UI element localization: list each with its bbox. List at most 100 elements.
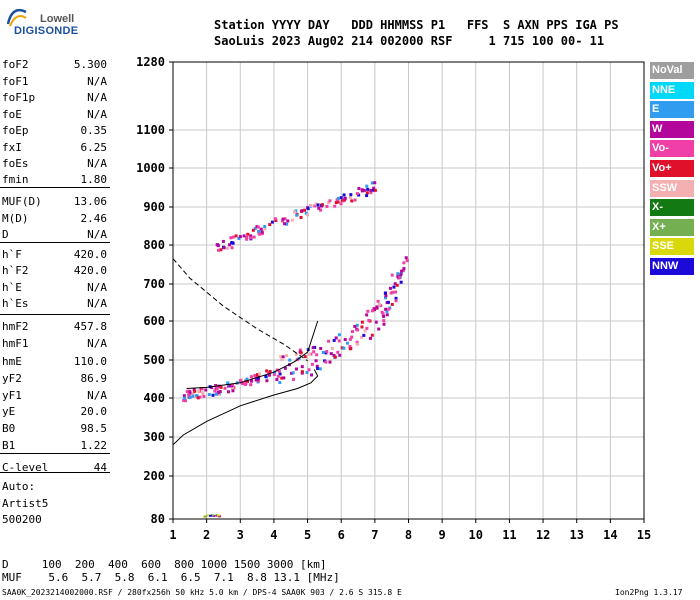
- echo-point: [371, 188, 375, 192]
- y-tick-label: 300: [143, 430, 165, 444]
- echo-point: [340, 199, 344, 203]
- echo-point: [360, 320, 364, 324]
- echo-point: [370, 333, 374, 337]
- echo-point: [256, 225, 260, 229]
- param-name: foF1p: [2, 91, 36, 104]
- echo-point: [250, 379, 254, 383]
- echo-point: [206, 514, 210, 517]
- echo-point: [291, 377, 295, 381]
- echo-point: [366, 187, 370, 191]
- echo-point: [201, 392, 205, 396]
- echo-point: [327, 201, 331, 205]
- echo-point: [270, 220, 274, 224]
- x-tick-label: 15: [637, 528, 651, 542]
- echo-point: [362, 188, 366, 192]
- echo-point: [299, 351, 303, 355]
- echo-point: [272, 372, 276, 376]
- x-tick-label: 7: [371, 528, 378, 542]
- legend-item: E: [650, 101, 694, 119]
- echo-point: [319, 208, 323, 212]
- echo-point: [397, 276, 401, 280]
- legend-item: SSW: [650, 179, 694, 197]
- echo-point: [242, 234, 246, 238]
- echo-point: [390, 302, 394, 306]
- echo-point: [204, 515, 208, 518]
- echo-point: [183, 399, 187, 403]
- echo-point: [279, 355, 283, 359]
- echo-point: [265, 379, 269, 383]
- echo-point: [348, 345, 352, 349]
- echo-point: [332, 353, 336, 357]
- echo-point: [231, 386, 235, 390]
- legend-item: NNW: [650, 258, 694, 275]
- echo-point: [185, 389, 189, 393]
- echo-point: [356, 342, 360, 346]
- echo-point: [300, 365, 304, 369]
- echo-point: [249, 375, 253, 379]
- echo-point: [391, 290, 395, 294]
- echo-point: [324, 360, 328, 364]
- param-value: 2.46: [80, 212, 108, 225]
- echo-point: [348, 347, 352, 351]
- echo-point: [328, 199, 332, 203]
- logo-lowell: Lowell: [40, 13, 75, 25]
- echo-point: [209, 514, 213, 517]
- echo-point: [401, 269, 405, 273]
- file-info: SAA0K_2023214002000.RSF / 280fx256h 50 k…: [2, 588, 402, 597]
- echo-point: [328, 360, 332, 364]
- x-tick-label: 2: [203, 528, 210, 542]
- echo-point: [252, 235, 256, 239]
- echo-point: [360, 189, 364, 193]
- param-name: yF1: [2, 389, 22, 402]
- echo-point: [357, 186, 361, 190]
- param-value: N/A: [87, 75, 107, 88]
- echo-point: [353, 324, 357, 328]
- echo-point: [268, 369, 272, 373]
- echo-point: [392, 285, 396, 289]
- echo-point: [314, 359, 318, 363]
- echo-point: [303, 355, 307, 359]
- echo-point: [273, 217, 277, 221]
- x-tick-label: 3: [237, 528, 244, 542]
- echo-point: [213, 389, 217, 393]
- echo-point: [217, 248, 221, 252]
- software-version: Ion2Png 1.3.17: [615, 588, 683, 597]
- param-value: N/A: [87, 91, 107, 104]
- echo-point: [286, 219, 290, 223]
- echo-point: [313, 345, 317, 349]
- echo-point: [370, 181, 374, 185]
- digisonde-logo-icon: [6, 8, 27, 27]
- echo-point: [387, 307, 391, 311]
- echo-point: [283, 222, 287, 226]
- echo-point: [382, 322, 386, 326]
- y-tick-label: 200: [143, 469, 165, 483]
- echo-point: [312, 350, 316, 354]
- echo-point: [402, 267, 406, 271]
- echo-point: [315, 364, 319, 368]
- echo-point: [388, 286, 392, 290]
- param-name: B0: [2, 422, 16, 435]
- echo-point: [340, 346, 344, 350]
- x-tick-label: 11: [502, 528, 516, 542]
- legend-item: Vo+: [650, 160, 694, 177]
- echo-point: [325, 204, 329, 208]
- echo-point: [281, 217, 285, 221]
- echo-point: [382, 314, 386, 318]
- echo-point: [376, 299, 380, 303]
- echo-point: [389, 291, 393, 295]
- echo-point: [187, 394, 191, 398]
- param-value: N/A: [87, 389, 107, 402]
- echo-point: [254, 378, 258, 382]
- echo-point: [211, 514, 215, 517]
- echo-point: [294, 367, 298, 371]
- echo-point: [373, 181, 377, 185]
- param-name: foEp: [2, 124, 29, 137]
- echo-point: [281, 355, 285, 359]
- legend-item: NNE: [650, 81, 694, 99]
- echo-point: [372, 186, 376, 190]
- echo-point: [402, 261, 406, 265]
- echo-point: [215, 387, 219, 391]
- echo-point: [393, 282, 397, 286]
- echo-point: [219, 385, 223, 389]
- echo-point: [329, 352, 333, 356]
